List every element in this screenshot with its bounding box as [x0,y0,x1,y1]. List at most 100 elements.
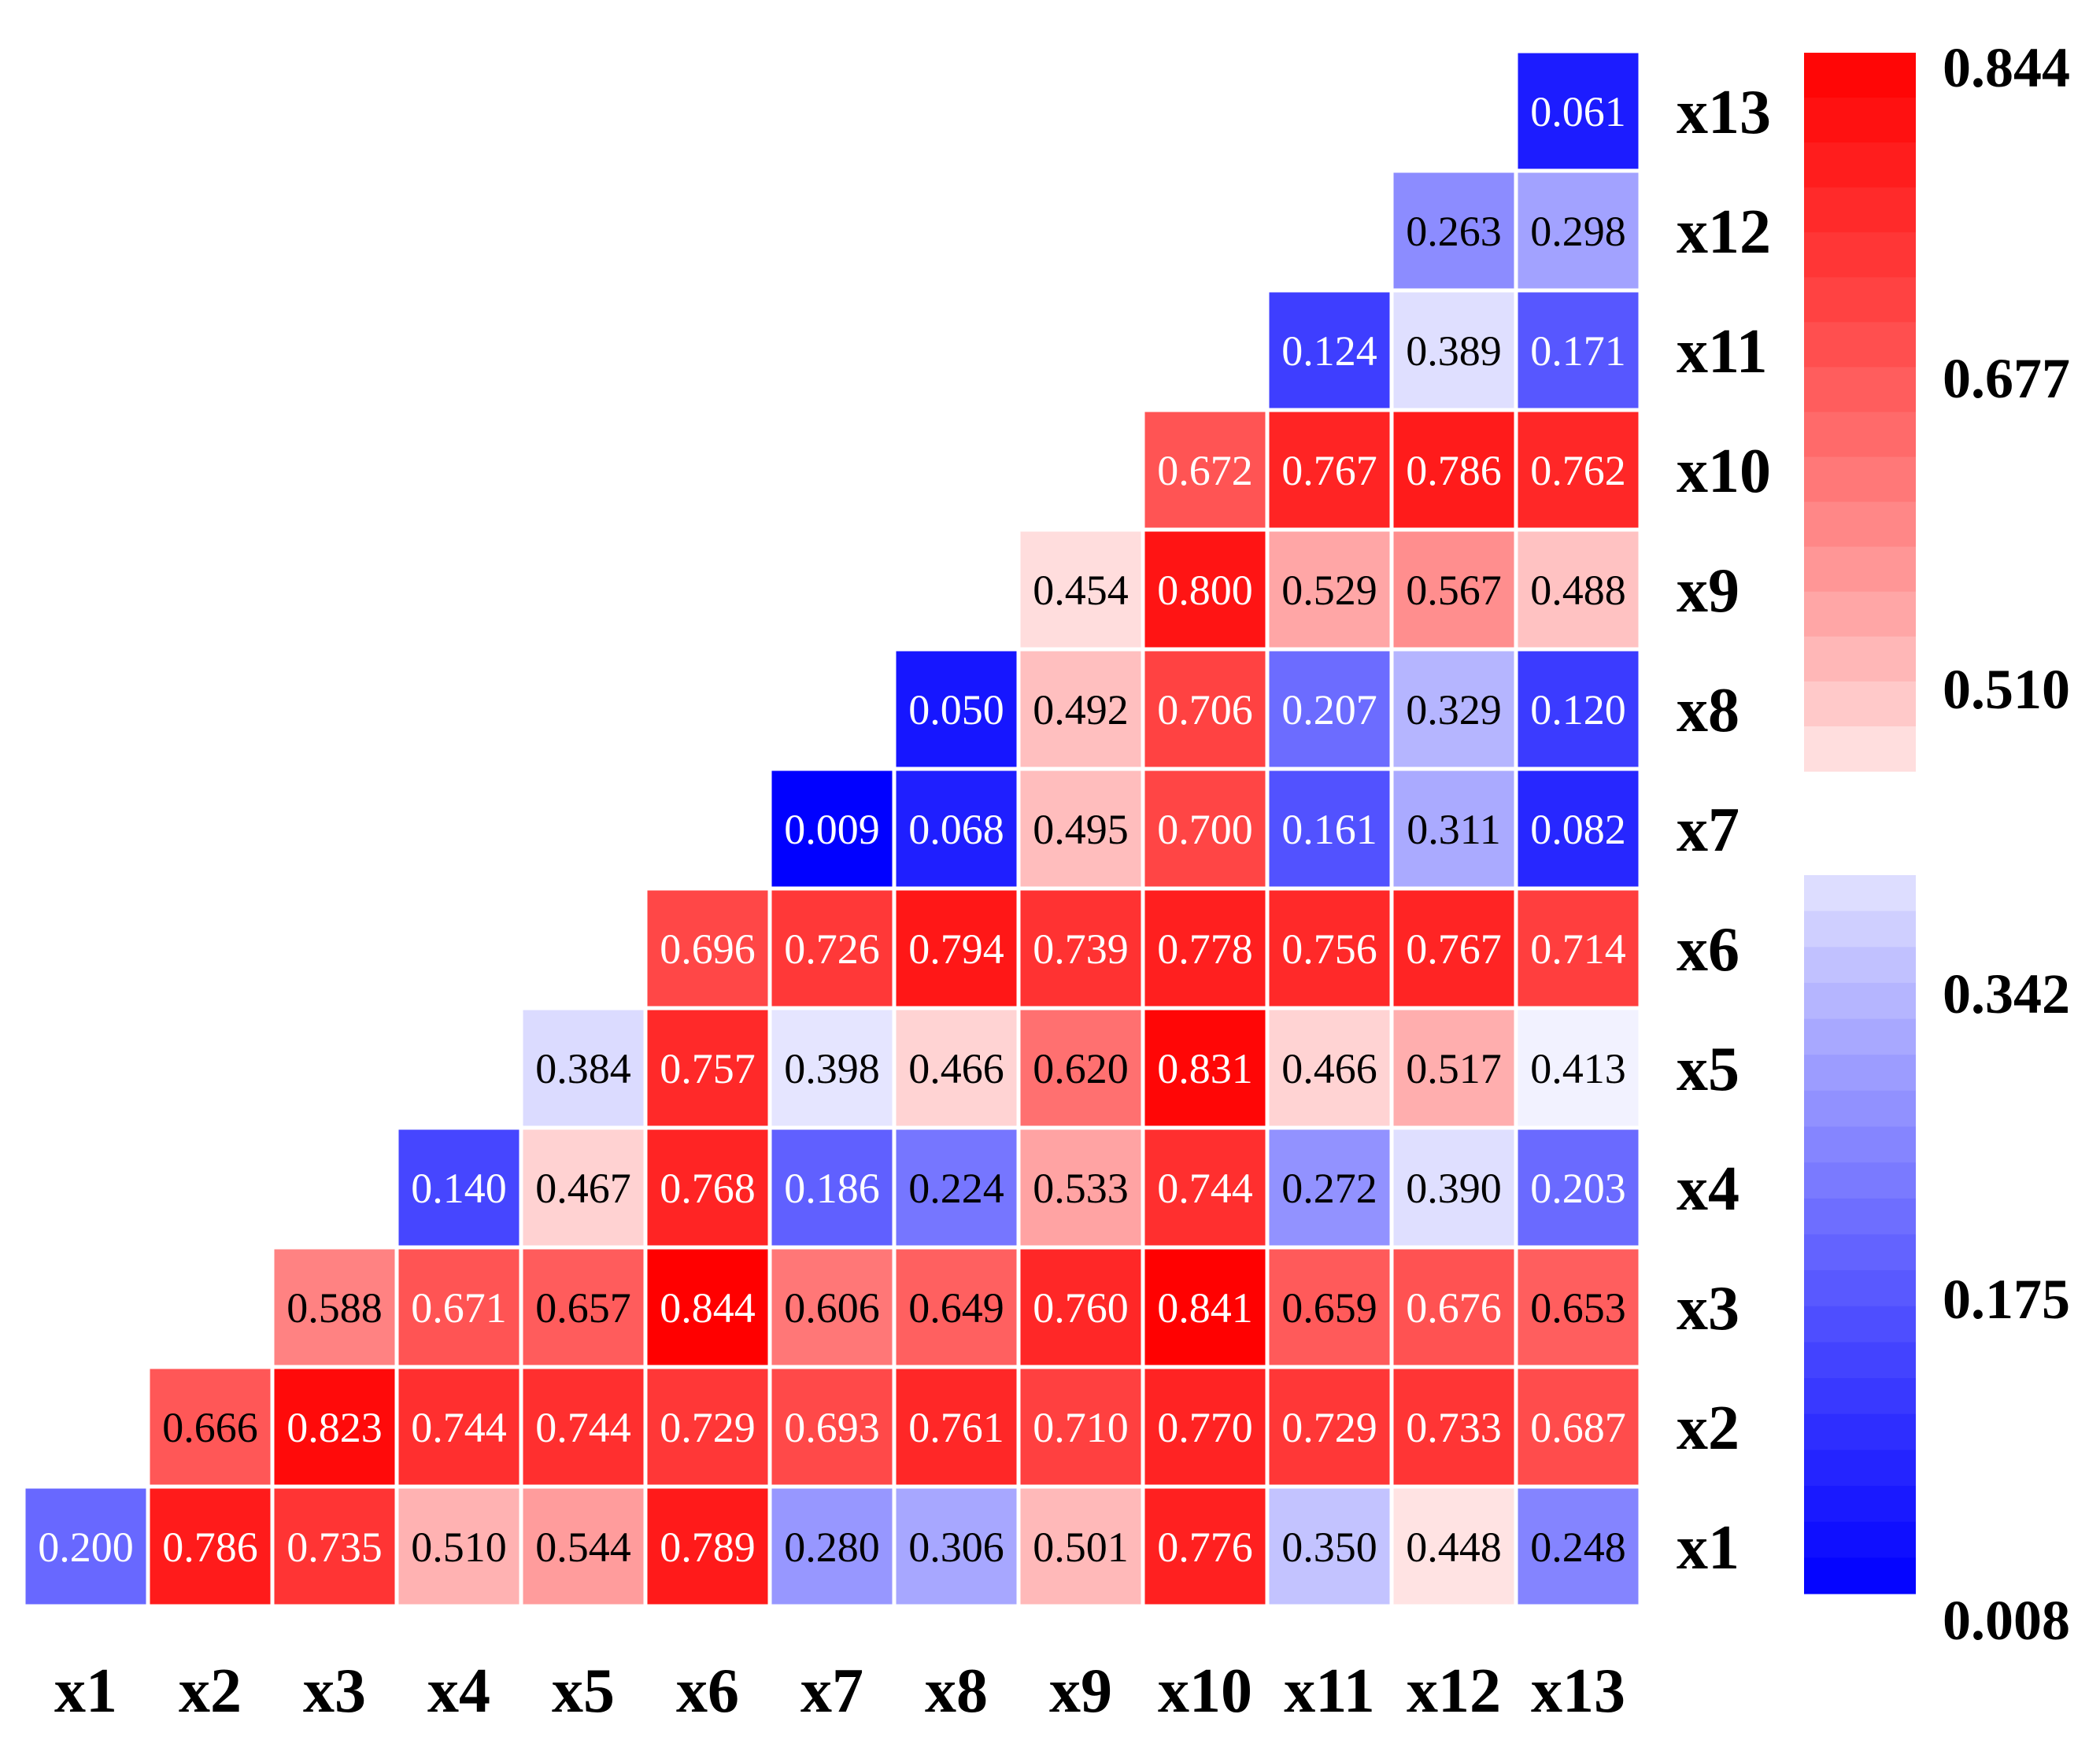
cell-value-label: 0.492 [1033,686,1129,733]
colorbar-blue-band [1804,1521,1916,1558]
heatmap-cell [1393,1129,1514,1246]
cell-value-label: 0.488 [1530,567,1626,614]
cell-value-label: 0.171 [1530,327,1626,375]
cell-value-label: 0.495 [1033,806,1129,853]
heatmap-cell [1518,651,1639,767]
heatmap-cell [1393,770,1514,887]
cell-value-label: 0.744 [1157,1165,1253,1212]
cell-value-label: 0.306 [908,1524,1004,1571]
y-tick-label: x5 [1677,1035,1740,1104]
colorbar-red-band [1804,187,1916,233]
cell-value-label: 0.467 [535,1165,631,1212]
cell-value-label: 0.466 [908,1045,1004,1092]
heatmap-cell [647,1129,768,1246]
y-tick-label: x12 [1677,198,1771,267]
y-tick-label: x3 [1677,1274,1740,1343]
cell-value-label: 0.350 [1281,1524,1377,1571]
heatmap-cell [1144,1369,1266,1485]
heatmap-cell [1393,1369,1514,1485]
cell-value-label: 0.767 [1281,447,1377,494]
heatmap-cell [896,770,1017,887]
heatmap-cell [1518,1369,1639,1485]
heatmap-cell [1020,651,1141,767]
x-tick-label: x2 [179,1657,242,1726]
colorbar-red-band [1804,546,1916,593]
cell-value-label: 0.120 [1530,686,1626,733]
colorbar-red-band [1804,322,1916,368]
x-tick-label: x10 [1158,1657,1252,1726]
colorbar-blue-band [1804,1342,1916,1379]
heatmap-cell [1144,890,1266,1007]
y-tick-label: x4 [1677,1154,1740,1224]
heatmap-cell [896,651,1017,767]
colorbar-blue-band [1804,1162,1916,1199]
heatmap-cell [1020,1249,1141,1365]
heatmap-cell [1020,1369,1141,1485]
heatmap-cell [1393,292,1514,408]
cell-value-label: 0.588 [287,1284,383,1332]
cell-value-label: 0.398 [784,1045,880,1092]
heatmap-cell [896,1010,1017,1126]
heatmap-cell [896,890,1017,1007]
heatmap-cell [1393,1249,1514,1365]
cell-value-label: 0.280 [784,1524,880,1571]
heatmap-cell [1393,1010,1514,1126]
colorbar-tick-label: 0.175 [1943,1268,2070,1331]
cell-value-label: 0.311 [1407,806,1501,853]
cell-value-label: 0.776 [1157,1524,1253,1571]
heatmap-cell [1518,531,1639,648]
y-tick-label: x1 [1677,1513,1740,1583]
heatmap-cell [647,1249,768,1365]
cell-value-label: 0.768 [660,1165,756,1212]
colorbar-blue-band [1804,875,1916,912]
cell-value-label: 0.068 [908,806,1004,853]
y-tick-label: x11 [1677,317,1768,386]
cell-value-label: 0.696 [660,925,756,973]
y-tick-label: x9 [1677,556,1740,626]
heatmap-cell [1144,1249,1266,1365]
cell-value-label: 0.248 [1530,1524,1626,1571]
heatmap-cell [1393,651,1514,767]
heatmap-cell [1144,412,1266,528]
cell-value-label: 0.761 [908,1404,1004,1451]
cell-value-label: 0.272 [1281,1165,1377,1212]
cell-value-label: 0.510 [411,1524,507,1571]
colorbar-blue-band [1804,1378,1916,1415]
heatmap-cell [1020,531,1141,648]
cell-value-label: 0.800 [1157,567,1253,614]
heatmap-cell [398,1249,519,1365]
y-tick-label: x2 [1677,1394,1740,1463]
cell-value-label: 0.653 [1530,1284,1626,1332]
cell-value-label: 0.831 [1157,1045,1253,1092]
colorbar-blue-band [1804,1055,1916,1092]
cell-value-label: 0.757 [660,1045,756,1092]
heatmap-cell [1269,1488,1390,1605]
heatmap-cell [398,1369,519,1485]
colorbar-blue-band [1804,1126,1916,1163]
cell-value-label: 0.390 [1406,1165,1502,1212]
cell-value-label: 0.733 [1406,1404,1502,1451]
heatmap-cell [1020,1488,1141,1605]
cell-value-label: 0.739 [1033,925,1129,973]
cell-value-label: 0.454 [1033,567,1129,614]
y-axis-labels: x1 x2 x3 x4 x5 x6 x7 x8 x9 x10 x11 x12 x13 [1677,78,1771,1583]
cell-value-label: 0.659 [1281,1284,1377,1332]
colorbar-blue-band [1804,1018,1916,1055]
cell-value-label: 0.009 [784,806,880,853]
cell-value-label: 0.186 [784,1165,880,1212]
colorbar-tick-label: 0.342 [1943,962,2070,1025]
x-tick-label: x3 [303,1657,366,1726]
cell-value-label: 0.606 [784,1284,880,1332]
heatmap-cell [1518,292,1639,408]
cell-value-label: 0.140 [411,1165,507,1212]
heatmap-cell [771,890,893,1007]
colorbar-red-band [1804,232,1916,278]
x-tick-label: x11 [1284,1657,1375,1726]
y-tick-label: x6 [1677,915,1740,985]
heatmap-cell [274,1369,395,1485]
heatmap-cell [771,1249,893,1365]
heatmap-cell [647,1010,768,1126]
heatmap-cell [1269,292,1390,408]
heatmap-cell [1518,1010,1639,1126]
cell-value-label: 0.203 [1530,1165,1626,1212]
